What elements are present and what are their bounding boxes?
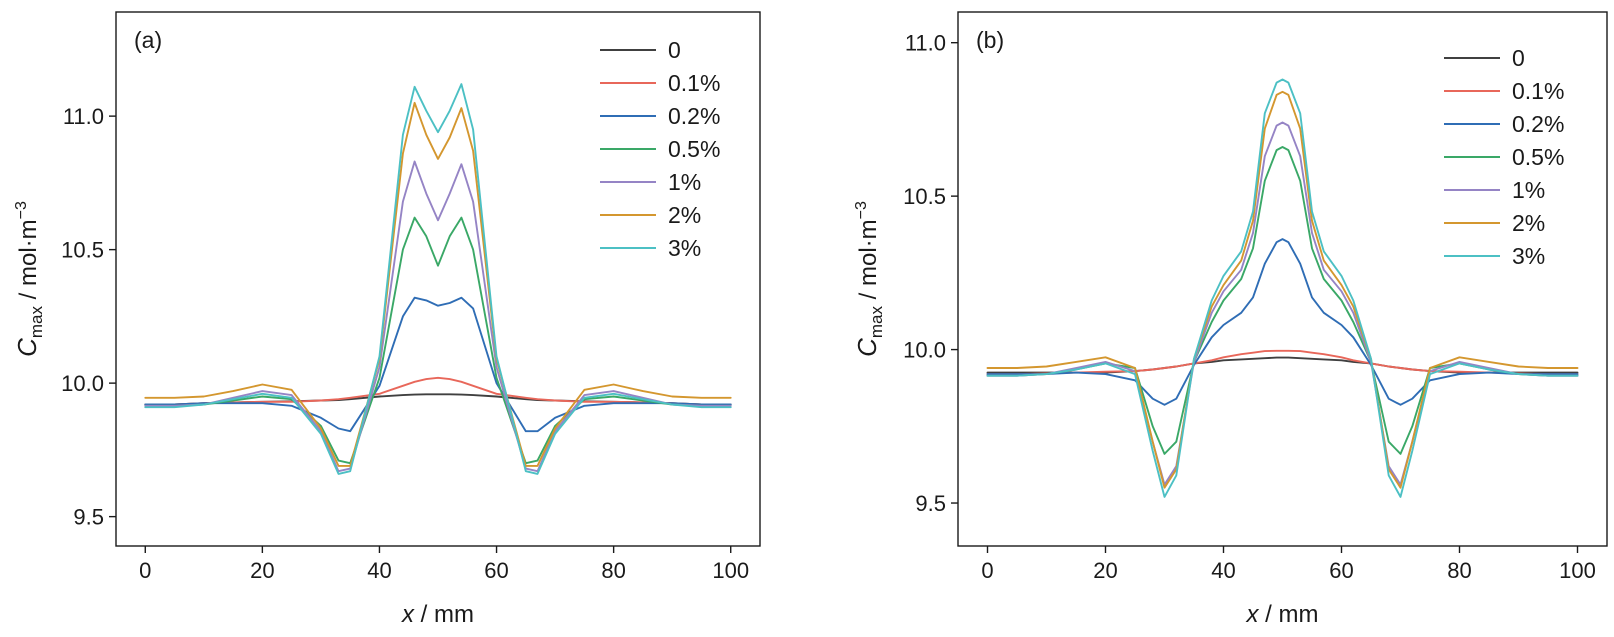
plot-frame-0 xyxy=(115,11,761,547)
legend-label-0-4: 1% xyxy=(668,169,701,195)
legend-label-1-2: 0.2% xyxy=(1512,111,1564,137)
x-tick-label-0-4: 80 xyxy=(601,558,625,583)
x-tick-label-0-5: 100 xyxy=(712,558,749,583)
x-tick-label-1-1: 20 xyxy=(1093,558,1117,583)
legend-label-0-5: 2% xyxy=(668,202,701,228)
chart-panel-0: 0 20 40 60 80 100 9.5 10.0 10.5 11.0 x / mm Cmax / … xyxy=(12,11,761,628)
x-tick-label-1-3: 60 xyxy=(1329,558,1353,583)
series-line-1-4 xyxy=(986,121,1579,486)
series-line-0-3 xyxy=(144,216,732,465)
y-tick-label-0-2: 10.5 xyxy=(61,238,104,263)
x-axis-title-0: x / mm xyxy=(401,601,474,628)
x-tick-label-0-3: 60 xyxy=(484,558,508,583)
y-tick-label-1-2: 10.5 xyxy=(903,184,946,209)
legend-label-1-5: 2% xyxy=(1512,210,1545,236)
y-tick-label-1-3: 11.0 xyxy=(905,31,946,56)
series-line-1-1 xyxy=(986,349,1579,376)
legend-label-1-0: 0 xyxy=(1512,45,1525,71)
y-tick-label-1-1: 10.0 xyxy=(903,338,946,363)
x-axis-title-1: x / mm xyxy=(1246,601,1319,628)
y-axis-title-1: Cmax / mol·m−3 xyxy=(852,201,886,357)
x-tick-label-1-2: 40 xyxy=(1211,558,1235,583)
legend-label-1-3: 0.5% xyxy=(1512,144,1564,170)
series-line-1-6 xyxy=(986,78,1579,498)
x-tick-label-1-0: 0 xyxy=(981,558,993,583)
series-line-1-5 xyxy=(986,90,1579,489)
y-tick-label-1-0: 9.5 xyxy=(915,491,946,516)
legend-label-1-6: 3% xyxy=(1512,243,1545,269)
y-tick-label-0-1: 10.0 xyxy=(61,371,104,396)
series-line-0-6 xyxy=(144,83,732,475)
y-tick-label-0-0: 9.5 xyxy=(73,505,104,530)
legend-label-0-6: 3% xyxy=(668,235,701,261)
legend-label-0-2: 0.2% xyxy=(668,103,720,129)
x-tick-label-0-2: 40 xyxy=(367,558,391,583)
series-line-0-4 xyxy=(144,160,732,473)
x-tick-label-1-4: 80 xyxy=(1447,558,1471,583)
legend-label-1-1: 0.1% xyxy=(1512,78,1564,104)
x-tick-label-0-1: 20 xyxy=(250,558,274,583)
series-line-0-1 xyxy=(144,376,732,406)
x-tick-label-1-5: 100 xyxy=(1559,558,1596,583)
x-tick-label-0-0: 0 xyxy=(139,558,151,583)
legend-label-1-4: 1% xyxy=(1512,177,1545,203)
y-axis-title-0: Cmax / mol·m−3 xyxy=(12,201,46,357)
chart-panel-1: 0 20 40 60 80 100 9.5 10.0 10.5 11.0 x / mm Cmax / … xyxy=(852,11,1608,628)
panel-label-0: (a) xyxy=(134,27,162,53)
series-line-0-2 xyxy=(144,296,732,433)
series-line-1-3 xyxy=(986,146,1579,455)
legend-label-0-1: 0.1% xyxy=(668,70,720,96)
y-tick-label-0-3: 11.0 xyxy=(63,104,104,129)
series-line-0-5 xyxy=(144,101,732,467)
panel-label-1: (b) xyxy=(976,27,1004,53)
plot-frame-1 xyxy=(957,11,1608,547)
legend-label-0-0: 0 xyxy=(668,37,681,63)
legend-label-0-3: 0.5% xyxy=(668,136,720,162)
series-line-1-2 xyxy=(986,238,1579,406)
